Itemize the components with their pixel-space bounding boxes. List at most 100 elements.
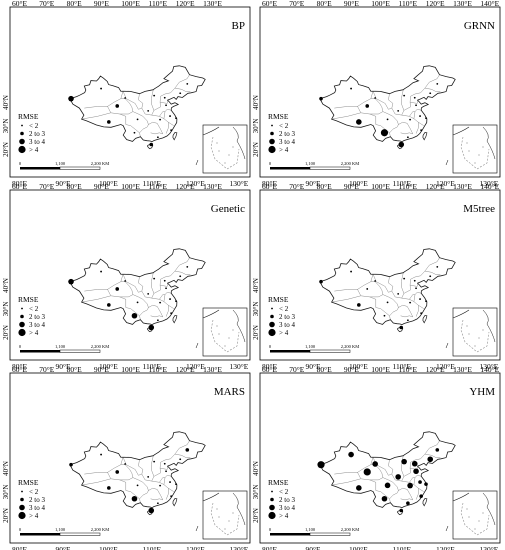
bottom-tick-label: 90°E bbox=[56, 545, 71, 550]
inset-island bbox=[232, 512, 234, 514]
station-marker bbox=[170, 312, 173, 315]
taiwan-island bbox=[422, 132, 428, 141]
top-tick-label: 70°E bbox=[39, 182, 54, 191]
top-tick-label: 70°E bbox=[39, 0, 54, 8]
province-boundary bbox=[160, 100, 168, 104]
taiwan-island bbox=[422, 498, 428, 507]
panel-label: YHM bbox=[469, 386, 495, 398]
inset-island bbox=[482, 146, 484, 148]
station-marker bbox=[107, 303, 111, 307]
station-marker bbox=[153, 460, 156, 463]
province-boundary bbox=[165, 488, 169, 500]
left-tick-label: 40°N bbox=[2, 461, 10, 476]
province-boundary bbox=[403, 458, 421, 477]
province-boundary bbox=[413, 475, 422, 485]
station-marker bbox=[398, 141, 405, 148]
panel-label: Genetic bbox=[211, 203, 245, 215]
south-china-sea-inset bbox=[202, 490, 248, 540]
left-tick-label: 20°N bbox=[2, 142, 10, 157]
legend-label: 2 to 3 bbox=[29, 130, 45, 138]
station-marker bbox=[147, 475, 150, 478]
province-boundary bbox=[389, 487, 414, 501]
inset-island bbox=[218, 333, 220, 335]
province-boundary bbox=[159, 477, 165, 483]
legend-title: RMSE bbox=[268, 478, 289, 487]
top-tick-label: 80°E bbox=[317, 0, 332, 8]
top-tick-label: 80°E bbox=[67, 182, 82, 191]
top-tick-label: 130°E bbox=[453, 0, 472, 8]
top-tick-label: 70°E bbox=[289, 182, 304, 191]
station-marker bbox=[436, 82, 439, 85]
station-marker bbox=[383, 314, 386, 317]
province-boundary bbox=[415, 122, 419, 134]
left-tick-label: 40°N bbox=[2, 95, 10, 110]
station-marker bbox=[415, 104, 417, 107]
panel-frame bbox=[9, 372, 251, 544]
inset-island bbox=[468, 516, 470, 518]
south-china-sea-inset bbox=[452, 124, 498, 174]
inset-coastline bbox=[232, 309, 246, 343]
left-tick-label: 30°N bbox=[2, 119, 10, 134]
inset-dash-line bbox=[210, 502, 240, 536]
legend-marker bbox=[268, 328, 276, 337]
province-boundary bbox=[372, 457, 394, 476]
top-tick-label: 80°E bbox=[67, 0, 82, 8]
station-marker bbox=[419, 115, 421, 117]
station-marker bbox=[100, 453, 102, 456]
bottom-tick-label: 100°E bbox=[99, 179, 118, 188]
province-boundary bbox=[424, 440, 440, 455]
province-boundary bbox=[139, 121, 164, 135]
province-boundary bbox=[139, 304, 164, 318]
china-outline bbox=[69, 431, 206, 509]
station-marker bbox=[179, 275, 182, 278]
inset-island bbox=[466, 508, 468, 510]
inset-island bbox=[468, 333, 470, 335]
legend-marker bbox=[21, 307, 23, 310]
scale-bar-black bbox=[20, 350, 60, 353]
station-marker bbox=[409, 118, 412, 121]
province-boundary bbox=[357, 106, 362, 113]
province-boundary bbox=[413, 109, 422, 119]
bottom-tick-label: 130°E bbox=[230, 362, 249, 371]
inset-island bbox=[466, 142, 468, 144]
bottom-tick-label: 90°E bbox=[56, 362, 71, 371]
province-boundary bbox=[84, 457, 124, 475]
bottom-tick-label: 130°E bbox=[480, 545, 499, 550]
legend-marker bbox=[270, 131, 274, 136]
inset-coastline bbox=[482, 492, 496, 526]
station-marker bbox=[403, 94, 406, 97]
south-china-sea-inset bbox=[202, 124, 248, 174]
station-marker bbox=[147, 292, 150, 295]
scale-label: 0 bbox=[19, 161, 22, 166]
station-marker bbox=[350, 87, 352, 90]
station-marker bbox=[399, 325, 404, 330]
station-marker bbox=[350, 270, 352, 273]
inset-island bbox=[478, 154, 480, 156]
top-tick-label: 140°E bbox=[480, 182, 499, 191]
province-boundary bbox=[107, 106, 112, 113]
top-tick-label: 90°E bbox=[94, 365, 109, 374]
legend-marker bbox=[18, 145, 26, 154]
map-panel: 60°E 70°E 80°E 90°E 100°E 110°E 120°E 130°E80°E… bbox=[2, 0, 251, 188]
scale-label: 2,200 KM bbox=[341, 344, 360, 350]
left-tick-label: 30°N bbox=[2, 485, 10, 500]
station-marker bbox=[175, 483, 177, 486]
province-boundary bbox=[132, 294, 149, 308]
inset-island bbox=[482, 329, 484, 331]
left-tick-label: 20°N bbox=[2, 508, 10, 523]
province-boundary bbox=[132, 111, 149, 125]
bottom-tick-label: 120°E bbox=[186, 545, 205, 550]
legend-marker bbox=[269, 321, 275, 328]
station-marker bbox=[149, 142, 154, 147]
inset-dash-line bbox=[460, 319, 490, 353]
province-boundary bbox=[331, 112, 377, 125]
station-marker bbox=[420, 312, 423, 315]
top-tick-label: 110°E bbox=[399, 0, 418, 8]
inset-dash-line bbox=[460, 502, 490, 536]
inset-island bbox=[468, 150, 470, 152]
province-boundary bbox=[81, 295, 127, 308]
left-tick-label: 30°N bbox=[252, 302, 260, 317]
scale-label: 0 bbox=[19, 527, 22, 532]
station-marker bbox=[179, 92, 182, 95]
